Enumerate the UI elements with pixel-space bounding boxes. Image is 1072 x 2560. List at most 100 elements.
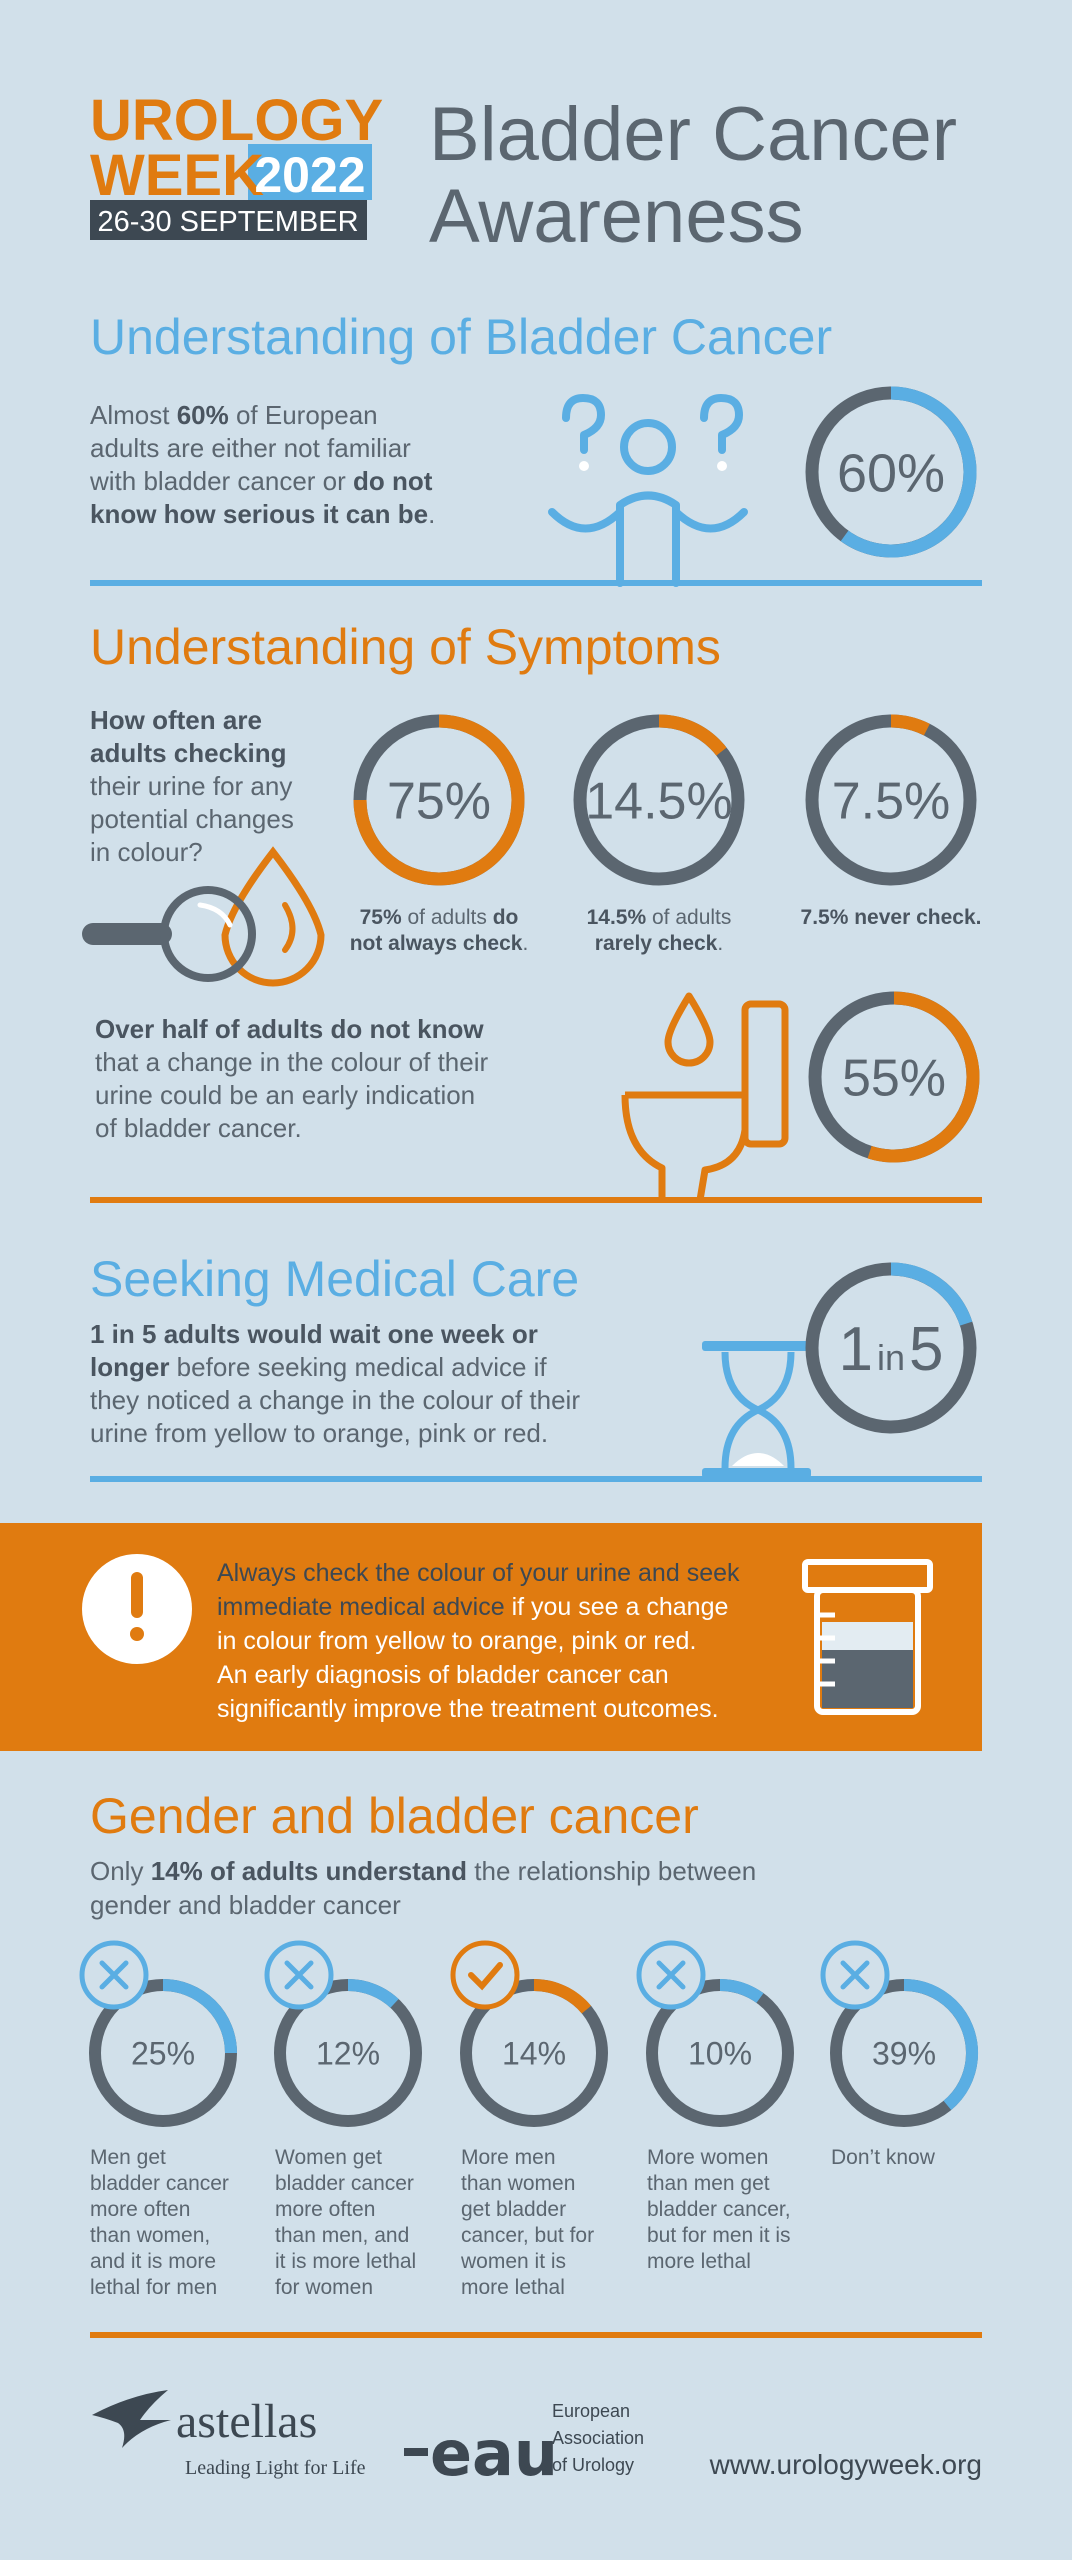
text-run: adults checking (90, 738, 287, 768)
ring-arc (162, 1979, 237, 2054)
text-run: . (522, 932, 528, 955)
caption-line: bladder cancer, (647, 2198, 791, 2221)
text-line: their urine for any (90, 771, 292, 801)
ring-count: 1 (839, 1315, 873, 1384)
separator (90, 1476, 982, 1482)
caption-line: bladder cancer (275, 2172, 414, 2195)
text-run: 14% of adults understand (151, 1856, 467, 1886)
text-line: longer before seeking medical advice if (90, 1352, 547, 1382)
ring-total: 5 (909, 1315, 943, 1384)
text-run: 7.5% never check. (801, 906, 982, 929)
ring-arc (867, 991, 980, 1163)
separator (90, 580, 982, 586)
text-run: in colour? (90, 837, 203, 867)
drop-shine (282, 902, 296, 953)
jar-icon (802, 1559, 933, 1715)
text-run: they noticed a change in the colour of t… (90, 1385, 580, 1415)
ring-label: 10% (688, 2036, 752, 2072)
text-run: if you see a change (505, 1593, 729, 1621)
caption-line: bladder cancer (90, 2172, 229, 2195)
text-run: . (428, 499, 435, 529)
text-run: 75% (360, 906, 402, 929)
section-heading: Seeking Medical Care (90, 1251, 579, 1307)
astellas-logo: astellas (176, 2395, 317, 2448)
text-run: of adults (402, 906, 493, 929)
caption-line: cancer, but for (461, 2224, 594, 2247)
toilet-icon (621, 992, 789, 1201)
text-run: adults are either not familiar (90, 433, 411, 463)
ring-arc (658, 714, 727, 756)
caption-line: than men, and (275, 2224, 409, 2247)
page-title: Awareness (429, 174, 804, 259)
caption-line: it is more lethal (275, 2250, 416, 2273)
text-run: do (493, 906, 519, 929)
badge-check (468, 1962, 503, 1991)
ring-label: 39% (872, 2036, 936, 2072)
caption-line: for women (275, 2276, 373, 2299)
text-run: that a change in the colour of their (95, 1047, 488, 1077)
ring-word: in (877, 1337, 905, 1378)
ring-label: 7.5% (832, 773, 951, 831)
question-dot (717, 461, 727, 471)
text-line: not always check. (350, 932, 529, 955)
text-run: rarely check (595, 932, 718, 955)
text-line: urine from yellow to orange, pink or red… (90, 1418, 548, 1448)
text-line: Almost 60% of European (90, 400, 378, 430)
text-line: they noticed a change in the colour of t… (90, 1385, 580, 1415)
lens-shine (197, 902, 233, 928)
text-line: 7.5% never check. (801, 906, 982, 929)
ring-label: 12% (316, 2036, 380, 2072)
ring-label: 25% (131, 2036, 195, 2072)
text-run: urine could be an early indication (95, 1080, 475, 1110)
caption-line: get bladder (461, 2198, 566, 2221)
astellas-star (92, 2390, 171, 2448)
badge-cross (284, 1960, 314, 1990)
brand: UROLOGY (90, 88, 383, 153)
eau-name: Association (552, 2428, 644, 2448)
text-run: urine from yellow to orange, pink or red… (90, 1418, 548, 1448)
text-line: 14.5% of adults (587, 906, 732, 929)
text-line: with bladder cancer or do not (89, 466, 433, 496)
caption-line: Women get (275, 2146, 382, 2169)
section-heading: Gender and bladder cancer (90, 1788, 699, 1844)
ring-label: 60% (837, 443, 945, 503)
text-line: How often are (90, 705, 262, 735)
text-run: . (717, 932, 723, 955)
text-line: An early diagnosis of bladder cancer can (217, 1661, 669, 1689)
dates-box (90, 200, 367, 240)
text-line: that a change in the colour of their (95, 1047, 488, 1077)
caption-line: more lethal (647, 2250, 751, 2273)
text-run: An early diagnosis of bladder cancer can (217, 1661, 669, 1689)
text-run: longer (90, 1352, 169, 1382)
text-line: adults are either not familiar (90, 433, 411, 463)
caption-line: women it is (460, 2250, 566, 2273)
separator (90, 2332, 982, 2338)
eau-name: of Urology (552, 2455, 634, 2475)
caption-line: more often (275, 2198, 375, 2221)
caption-line: than women (461, 2172, 575, 2195)
magnifier-lens (160, 886, 256, 982)
person-icon (548, 394, 748, 587)
caption-line: and it is more (90, 2250, 216, 2273)
text-line: Over half of adults do not know (95, 1014, 484, 1044)
text-line: gender and bladder cancer (90, 1890, 401, 1920)
text-line: rarely check. (595, 932, 723, 955)
caption-line: More men (461, 2146, 556, 2169)
badge-cross (840, 1960, 870, 1990)
text-run: of bladder cancer. (95, 1113, 302, 1143)
ring-arc (533, 1979, 592, 2014)
badge-cross (656, 1960, 686, 1990)
text-run: 1 in 5 adults would wait one week or (90, 1319, 538, 1349)
text-run: their urine for any (90, 771, 292, 801)
text-line: in colour? (90, 837, 203, 867)
caption-line: Men get (90, 2146, 166, 2169)
caption-line: Don’t know (831, 2146, 936, 2169)
caption-line: but for men it is (647, 2224, 791, 2247)
text-line: of bladder cancer. (95, 1113, 302, 1143)
ring-label: 55% (842, 1050, 946, 1108)
alert-bar (131, 1572, 143, 1618)
url: www.urologyweek.org (709, 2449, 982, 2480)
text-run: do not (353, 466, 433, 496)
badge (450, 1940, 520, 2010)
